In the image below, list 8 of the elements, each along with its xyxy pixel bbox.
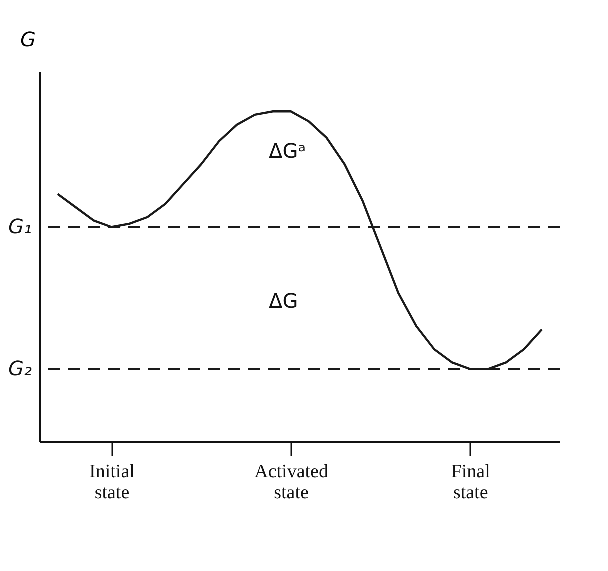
ref-line-label: G₁ (8, 214, 32, 238)
y-axis-title: G (20, 28, 36, 52)
x-tick-label: Final state (451, 462, 490, 504)
ref-line-label: G₂ (8, 356, 32, 380)
annotation: ΔGᵃ (269, 139, 306, 163)
x-tick-label: Activated state (254, 462, 329, 504)
x-tick-label: Initial state (90, 462, 135, 504)
annotation: ΔG (269, 289, 298, 313)
